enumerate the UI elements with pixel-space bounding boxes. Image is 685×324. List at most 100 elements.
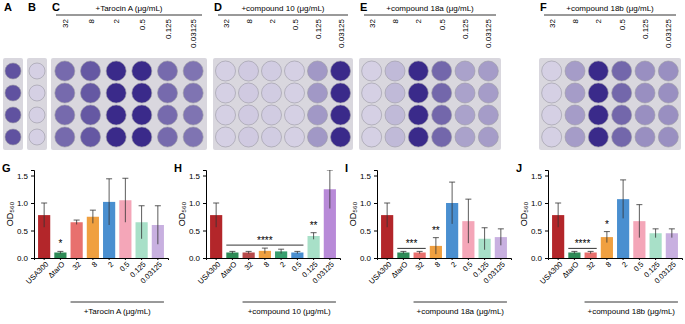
well (183, 83, 203, 103)
tick: 1.0 (531, 199, 548, 208)
well (385, 83, 405, 103)
well (455, 83, 475, 103)
well (455, 105, 475, 125)
plate (213, 58, 353, 150)
well (455, 61, 475, 81)
tick-label: 8 (604, 260, 613, 269)
well (635, 127, 655, 147)
panel-label: E (360, 1, 367, 13)
well (5, 129, 21, 145)
x-axis: USA300ΔtarO32820.50.1250.03125 (538, 258, 682, 286)
well (385, 127, 405, 147)
error-bar (213, 203, 219, 227)
header-line (218, 15, 348, 16)
tick-mark (203, 231, 206, 232)
error-cap (482, 227, 488, 228)
plate-header: +compound 18a (μg/mL) (386, 4, 474, 13)
well (331, 105, 351, 125)
error-bar (229, 251, 235, 253)
error-line (281, 249, 282, 253)
column-label: 32 (368, 18, 377, 27)
well (362, 127, 382, 147)
error-bar (139, 206, 145, 239)
error-line (435, 238, 436, 255)
error-cap (620, 179, 626, 180)
significance-label: ** (310, 220, 318, 231)
error-bar (636, 205, 642, 238)
tick-mark (545, 203, 548, 204)
tick-label: 0.0 (360, 254, 372, 263)
tick: 2 (278, 258, 287, 269)
well (408, 105, 428, 125)
error-bar (57, 251, 63, 253)
well (635, 105, 655, 125)
bar-chart: IOD₅₆₀0.00.51.01.5USA300ΔtarO32820.50.12… (345, 162, 512, 316)
tick-label: ΔtarO (560, 260, 580, 280)
error-bar (41, 203, 47, 227)
well (262, 61, 282, 81)
well (285, 83, 305, 103)
error-bar (90, 210, 96, 223)
axis-line (378, 259, 512, 261)
tick-mark (31, 176, 34, 177)
group-line (585, 302, 678, 303)
well (588, 83, 608, 103)
error-line (484, 228, 485, 250)
significance-label: **** (257, 235, 273, 246)
well (362, 105, 382, 125)
well (612, 61, 632, 81)
y-axis-title: OD₅₆₀ (177, 201, 187, 226)
tick-label: 0.03125 (481, 260, 507, 286)
column-label: 32 (61, 18, 70, 27)
panel-label: D (214, 1, 222, 13)
error-line (639, 205, 640, 238)
well (542, 127, 562, 147)
column-label: 0.125 (461, 18, 470, 39)
error-cap (139, 205, 145, 206)
well (285, 105, 305, 125)
tick-label: 0.0 (17, 254, 29, 263)
well (262, 105, 282, 125)
tick-label: 1.5 (531, 172, 543, 181)
plate (3, 58, 23, 150)
well (308, 83, 328, 103)
y-axis: 0.00.51.01.5 (189, 171, 207, 264)
tick-mark (374, 231, 377, 232)
error-bar (571, 251, 577, 253)
error-bar (498, 229, 504, 246)
bar-chart: JOD₅₆₀0.00.51.01.5USA300ΔtarO32820.50.12… (516, 162, 683, 316)
well (183, 105, 203, 125)
well (29, 85, 45, 101)
bar (71, 222, 83, 258)
tick-label: ΔtarO (218, 260, 238, 280)
well (612, 105, 632, 125)
well (408, 61, 428, 81)
y-axis: 0.00.51.01.5 (531, 171, 549, 264)
well (183, 127, 203, 147)
x-axis-title: +compound 18b (μg/mL) (587, 307, 675, 316)
error-bar (294, 251, 300, 253)
column-label: 32 (222, 18, 231, 27)
plot-area (381, 182, 507, 258)
tick: 0.5 (189, 227, 206, 236)
well (658, 127, 678, 147)
error-bar (384, 203, 390, 227)
x-axis-title: +compound 10 (μg/mL) (248, 307, 331, 316)
well (385, 61, 405, 81)
well (132, 127, 152, 147)
error-cap (433, 237, 439, 238)
well (5, 63, 21, 79)
well (308, 127, 328, 147)
well (658, 61, 678, 81)
tick-mark (31, 231, 34, 232)
tick-label: ΔtarO (389, 260, 409, 280)
well (55, 61, 75, 81)
column-label: 0.03125 (189, 18, 198, 47)
error-cap (327, 170, 333, 171)
tick-label: 1.0 (17, 199, 29, 208)
error-cap (384, 203, 390, 204)
tick-label: 32 (414, 260, 426, 272)
axis-line (207, 259, 341, 261)
well (132, 105, 152, 125)
column-label: 8 (571, 18, 580, 23)
